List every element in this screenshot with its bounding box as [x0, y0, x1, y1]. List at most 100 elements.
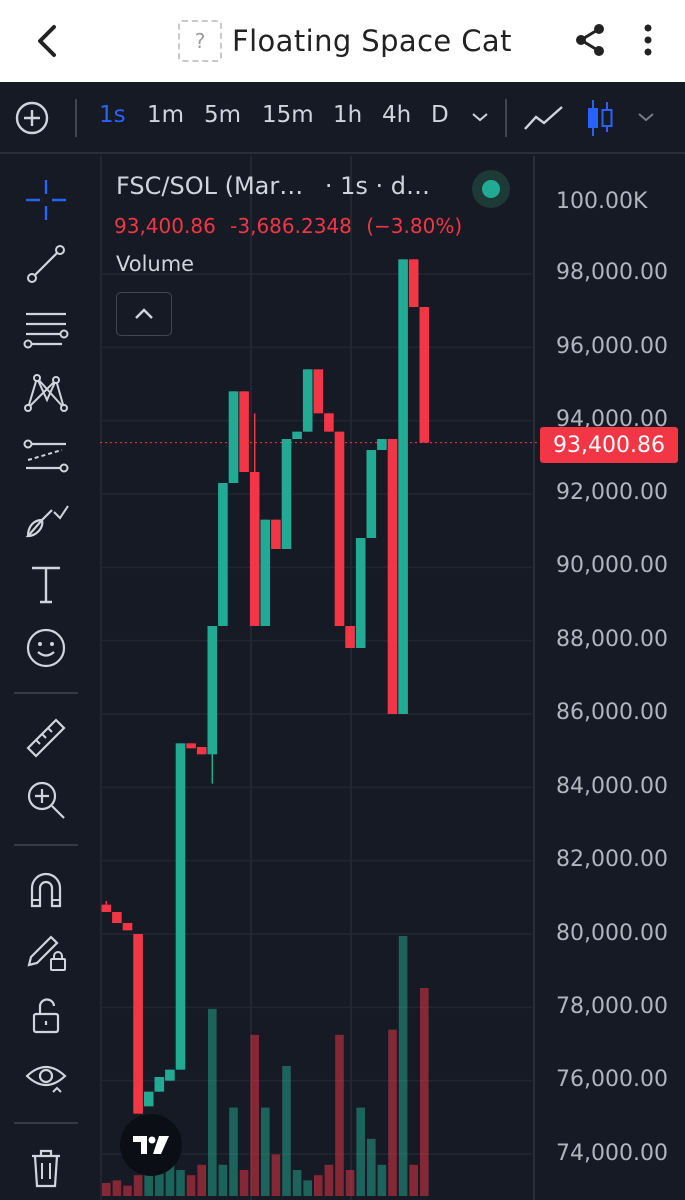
- last-price: 93,400.86: [114, 214, 216, 238]
- axis-tick-label: 98,000.00: [556, 260, 668, 285]
- axis-tick-label: 74,000.00: [556, 1141, 668, 1166]
- interval-1m[interactable]: 1m: [147, 102, 185, 128]
- candle-body: [398, 259, 408, 714]
- volume-bar: [282, 1066, 291, 1196]
- volume-bar: [324, 1164, 334, 1196]
- crosshair-icon: [26, 180, 66, 220]
- candlestick-icon: [588, 100, 613, 136]
- candle-body: [302, 369, 313, 432]
- zoom-in-icon: [27, 781, 65, 819]
- collapse-legend-button[interactable]: [116, 292, 172, 336]
- emoji-tool[interactable]: [18, 620, 74, 676]
- axis-tick-label: 92,000.00: [556, 480, 668, 505]
- visibility-tool[interactable]: [18, 1050, 74, 1106]
- volume-bar: [165, 1149, 175, 1196]
- price-chart[interactable]: 100.00K 98,000.00 96,000.00 94,000.00 92,000…: [100, 156, 685, 1200]
- compare-button[interactable]: [520, 100, 568, 136]
- interval-4h[interactable]: 4h: [382, 102, 412, 128]
- ruler-icon: [26, 718, 66, 758]
- candle-body: [324, 413, 334, 432]
- candle-body: [165, 1069, 175, 1081]
- volume-bar: [144, 1164, 153, 1196]
- pattern-icon: [24, 374, 68, 412]
- axis-tick-label: 88,000.00: [556, 627, 668, 652]
- trash-icon: [32, 1149, 60, 1188]
- chevron-down-icon: [472, 113, 488, 122]
- axis-tick-label: 100.00K: [556, 189, 648, 214]
- volume-bar: [208, 1008, 217, 1196]
- axis-tick-label: 90,000.00: [556, 553, 668, 578]
- axis-tick-label: 86,000.00: [556, 700, 668, 725]
- add-indicator-button[interactable]: [12, 98, 52, 138]
- horizontal-lines-icon: [23, 312, 69, 349]
- fib-tool[interactable]: [18, 300, 74, 356]
- plus-circle-icon: [15, 101, 49, 135]
- volume-bar: [155, 1164, 164, 1196]
- candle-body: [143, 1091, 154, 1107]
- volume-bar: [335, 1034, 344, 1196]
- last-price-tag: 93,400.86: [540, 427, 678, 463]
- pencil-lock-icon: [27, 935, 66, 971]
- candle-body: [175, 743, 186, 1070]
- price-change-row: 93,400.86 -3,686.2348 (−3.80%): [114, 214, 470, 238]
- interval-5m[interactable]: 5m: [204, 102, 242, 128]
- volume-bar: [102, 1183, 111, 1196]
- toolbar-divider: [505, 99, 507, 137]
- measure-tool[interactable]: [18, 710, 74, 766]
- candle-body: [366, 450, 377, 538]
- trend-line-icon: [27, 245, 65, 283]
- volume-bar: [377, 1164, 387, 1196]
- lock-drawings-tool[interactable]: [18, 924, 74, 980]
- candle-body: [408, 259, 419, 307]
- tradingview-logo-icon: [133, 1136, 169, 1154]
- volume-bar: [218, 1164, 228, 1196]
- chart-legend[interactable]: FSC/SOL (Mar… · 1s · d…: [116, 172, 430, 200]
- candle-body: [355, 538, 366, 648]
- candle-body: [249, 472, 260, 626]
- axis-tick-label: 96,000.00: [556, 334, 668, 359]
- zoom-tool[interactable]: [18, 772, 74, 828]
- interval-1h[interactable]: 1h: [333, 102, 363, 128]
- market-status-icon[interactable]: [472, 170, 510, 208]
- tradingview-logo[interactable]: [120, 1114, 182, 1176]
- price-change-pct: (−3.80%): [366, 214, 463, 238]
- unlock-tool[interactable]: [18, 988, 74, 1044]
- axis-tick-label: 84,000.00: [556, 774, 668, 799]
- remove-drawings-tool[interactable]: [18, 1140, 74, 1196]
- magnet-tool[interactable]: [18, 862, 74, 918]
- share-icon: [576, 24, 604, 56]
- candle-body: [154, 1077, 165, 1092]
- chart-type-button[interactable]: [580, 96, 620, 140]
- volume-bar: [229, 1107, 238, 1196]
- candle-body: [112, 912, 122, 923]
- share-button[interactable]: [566, 16, 614, 64]
- crosshair-tool[interactable]: [18, 172, 74, 228]
- candle-body: [122, 923, 133, 931]
- volume-bar: [409, 1164, 418, 1196]
- volume-bar: [197, 1164, 206, 1196]
- chevron-left-icon: [38, 25, 56, 57]
- drawing-toolbar: [0, 154, 96, 1200]
- interval-dropdown[interactable]: [466, 102, 494, 132]
- pattern-tool[interactable]: [18, 364, 74, 420]
- chart-toolbar: 1s 1m 5m 15m 1h 4h D: [0, 82, 685, 154]
- forecast-tool[interactable]: [18, 428, 74, 484]
- trend-line-tool[interactable]: [18, 236, 74, 292]
- more-options-button[interactable]: [630, 16, 666, 64]
- interval-15m[interactable]: 15m: [262, 102, 314, 128]
- interval-1s[interactable]: 1s: [99, 102, 126, 128]
- interval-D[interactable]: D: [431, 102, 449, 128]
- axis-tick-label: 76,000.00: [556, 1067, 668, 1092]
- brush-tool[interactable]: [18, 492, 74, 548]
- volume-bar: [314, 1175, 323, 1196]
- volume-indicator-label[interactable]: Volume: [116, 252, 195, 276]
- candle-body: [228, 391, 239, 483]
- chart-type-dropdown[interactable]: [632, 102, 660, 132]
- toolbar-divider: [14, 692, 78, 694]
- line-chart-icon: [524, 106, 563, 130]
- toolbar-divider: [75, 99, 77, 137]
- candlestick-chart-svg: [100, 156, 540, 1200]
- back-button[interactable]: [22, 18, 72, 64]
- text-tool[interactable]: [18, 556, 74, 612]
- candle-body: [419, 307, 430, 443]
